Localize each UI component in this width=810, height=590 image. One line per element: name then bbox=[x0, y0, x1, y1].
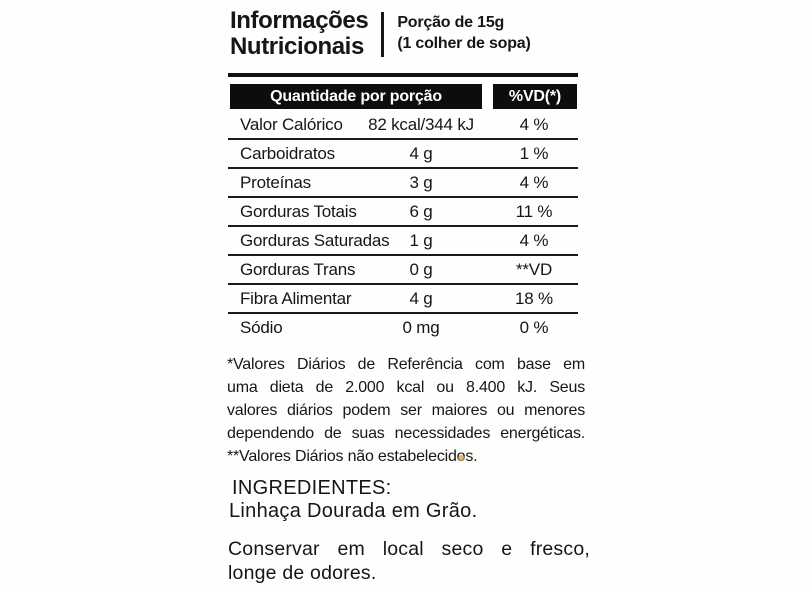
ingredients-heading: INGREDIENTES: bbox=[232, 477, 392, 499]
nutrient-name: Fibra Alimentar bbox=[240, 288, 352, 308]
footnote-line: uma dieta de 2.000 kcal ou 8.400 kJ. Seu… bbox=[227, 379, 585, 396]
label-title-line2: Nutricionais bbox=[230, 33, 364, 60]
storage-instructions: Conservar em local seco e fresco, longe … bbox=[228, 538, 590, 585]
nutrient-value: 1 g bbox=[409, 230, 433, 250]
label-title-line1: Informações bbox=[230, 7, 369, 34]
table-row-sodio: Sódio 0 mg 0 % bbox=[228, 314, 578, 341]
header-divider bbox=[381, 12, 385, 57]
storage-line: Conservar em local seco e fresco, bbox=[228, 538, 590, 560]
footnote-line: valores diários podem ser maiores ou men… bbox=[227, 402, 585, 419]
nutrient-vd: **VD bbox=[515, 259, 553, 279]
nutrient-value: 0 g bbox=[409, 259, 433, 279]
table-row-proteinas: Proteínas 3 g 4 % bbox=[228, 169, 578, 198]
footnote-line: **Valores Diários não estabelecidos. bbox=[227, 448, 478, 465]
table-top-rule bbox=[228, 73, 578, 77]
table-column-headers: Quantidade por porção %VD(*) bbox=[228, 84, 578, 109]
ingredients-text: Linhaça Dourada em Grão. bbox=[229, 500, 478, 522]
label-title: Informações Nutricionais bbox=[230, 7, 369, 60]
nutrient-vd: 1 % bbox=[519, 143, 549, 163]
nutrient-vd: 4 % bbox=[519, 172, 549, 192]
nutrient-value: 4 g bbox=[409, 143, 433, 163]
nutrient-value: 0 mg bbox=[402, 317, 440, 337]
storage-line: longe de odores. bbox=[228, 561, 377, 584]
table-row-gorduras-totais: Gorduras Totais 6 g 11 % bbox=[228, 198, 578, 227]
nutrient-name: Proteínas bbox=[240, 172, 311, 192]
nutrition-facts-panel: Informações Nutricionais Porção de 15g (… bbox=[227, 8, 590, 585]
nutrient-name: Sódio bbox=[240, 317, 283, 337]
nutrient-value: 3 g bbox=[409, 172, 433, 192]
column-header-vd: %VD(*) bbox=[493, 84, 577, 109]
serving-size-info: Porção de 15g (1 colher de sopa) bbox=[397, 8, 531, 54]
nutrient-name: Carboidratos bbox=[240, 143, 335, 163]
table-row-carboidratos: Carboidratos 4 g 1 % bbox=[228, 140, 578, 169]
footnote-line: dependendo de suas necessidades energéti… bbox=[227, 425, 585, 442]
nutrient-name: Gorduras Saturadas bbox=[240, 230, 390, 250]
ingredients-section: INGREDIENTES: Linhaça Dourada em Grão. bbox=[229, 477, 578, 523]
nutrient-value: 4 g bbox=[409, 288, 433, 308]
label-header: Informações Nutricionais Porção de 15g (… bbox=[230, 8, 578, 64]
table-row-gorduras-saturadas: Gorduras Saturadas 1 g 4 % bbox=[228, 227, 578, 256]
table-row-valor-calorico: Valor Calórico 82 kcal/344 kJ 4 % bbox=[228, 111, 578, 140]
column-header-quantity: Quantidade por porção bbox=[230, 84, 482, 109]
scan-artifact-speck bbox=[458, 455, 465, 461]
serving-size-line2: (1 colher de sopa) bbox=[397, 35, 531, 52]
table-row-gorduras-trans: Gorduras Trans 0 g **VD bbox=[228, 256, 578, 285]
footnote-line: *Valores Diários de Referência com base … bbox=[227, 356, 585, 373]
nutrient-vd: 0 % bbox=[519, 317, 549, 337]
nutrient-vd: 18 % bbox=[515, 288, 553, 308]
nutrient-vd: 4 % bbox=[519, 114, 549, 134]
daily-values-footnote: *Valores Diários de Referência com base … bbox=[227, 353, 585, 468]
nutrient-vd: 11 % bbox=[515, 201, 553, 221]
nutrient-value: 6 g bbox=[409, 201, 433, 221]
nutrient-name: Valor Calórico bbox=[240, 114, 343, 134]
nutrient-table: Valor Calórico 82 kcal/344 kJ 4 % Carboi… bbox=[228, 111, 578, 341]
nutrient-name: Gorduras Trans bbox=[240, 259, 356, 279]
nutrient-value: 82 kcal/344 kJ bbox=[368, 114, 474, 134]
nutrient-name: Gorduras Totais bbox=[240, 201, 357, 221]
nutrient-vd: 4 % bbox=[519, 230, 549, 250]
serving-size-line1: Porção de 15g bbox=[397, 14, 505, 31]
table-row-fibra-alimentar: Fibra Alimentar 4 g 18 % bbox=[228, 285, 578, 314]
